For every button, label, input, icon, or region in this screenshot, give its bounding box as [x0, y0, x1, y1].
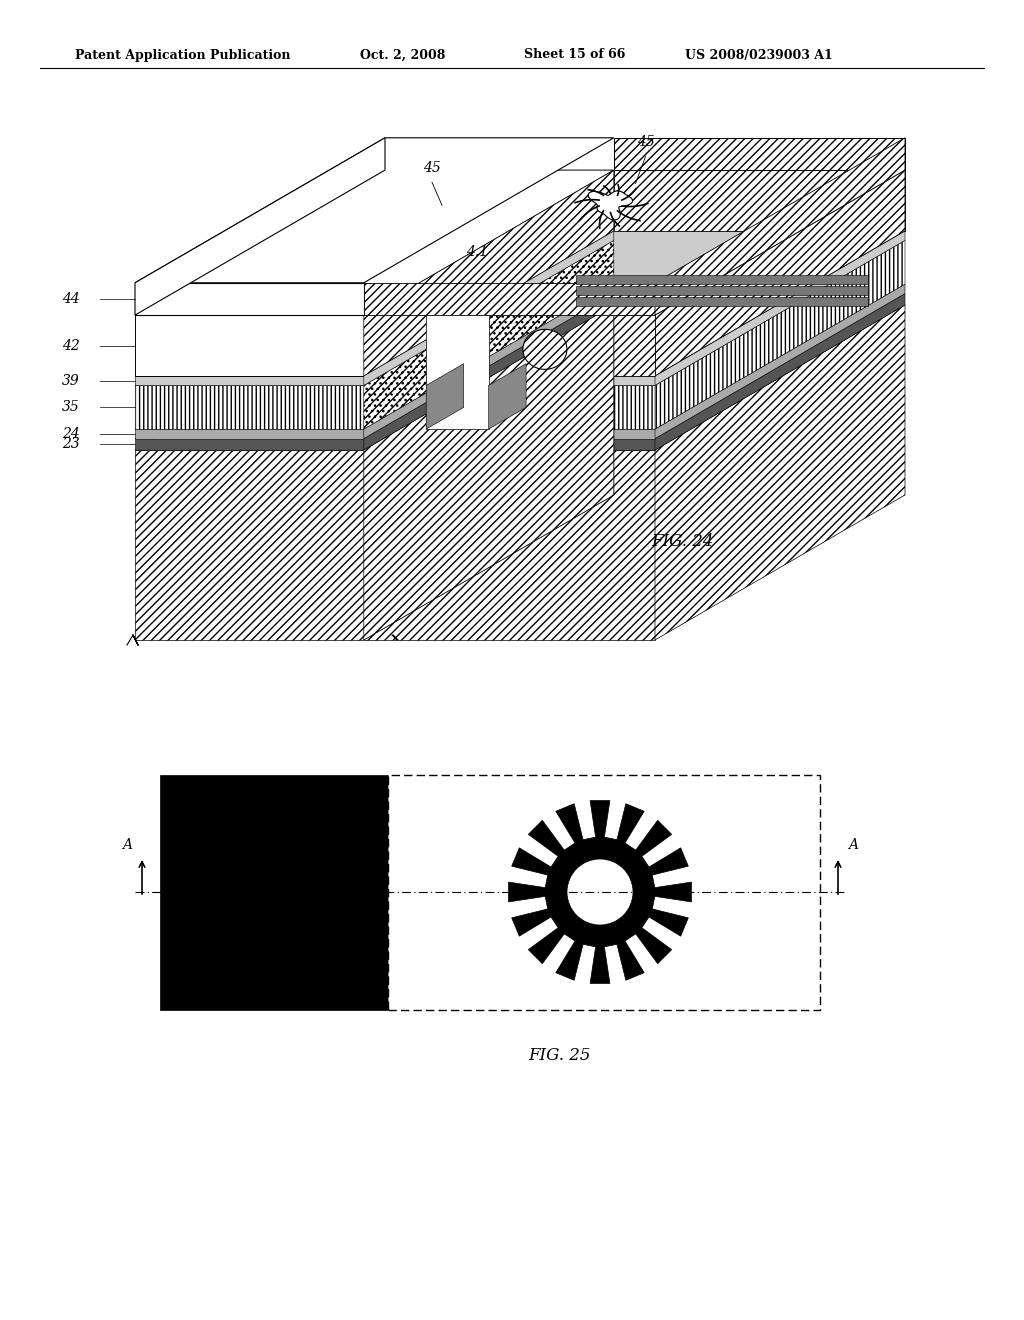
Polygon shape — [135, 137, 613, 282]
Polygon shape — [364, 170, 613, 376]
Text: 24: 24 — [62, 426, 80, 441]
Polygon shape — [135, 429, 655, 438]
Polygon shape — [135, 282, 364, 315]
Polygon shape — [364, 240, 613, 429]
Polygon shape — [655, 293, 905, 450]
Text: Oct. 2, 2008: Oct. 2, 2008 — [360, 49, 445, 62]
Polygon shape — [613, 170, 905, 231]
Polygon shape — [523, 330, 567, 370]
Text: 4.1: 4.1 — [466, 246, 488, 259]
Polygon shape — [488, 363, 526, 429]
Polygon shape — [135, 376, 655, 385]
Polygon shape — [364, 231, 613, 385]
Text: 39: 39 — [62, 374, 80, 388]
Polygon shape — [577, 297, 867, 306]
Text: Sheet 15 of 66: Sheet 15 of 66 — [524, 49, 626, 62]
Text: A: A — [848, 838, 858, 851]
Polygon shape — [135, 170, 613, 315]
Polygon shape — [426, 315, 488, 429]
Text: 44: 44 — [62, 292, 80, 306]
Polygon shape — [135, 284, 905, 429]
Bar — [388, 775, 820, 1010]
Polygon shape — [364, 293, 613, 450]
Polygon shape — [509, 800, 691, 983]
Polygon shape — [655, 137, 905, 315]
Polygon shape — [135, 438, 655, 450]
Polygon shape — [135, 137, 385, 315]
Text: US 2008/0239003 A1: US 2008/0239003 A1 — [685, 49, 833, 62]
Polygon shape — [426, 363, 464, 429]
Polygon shape — [655, 170, 905, 376]
Polygon shape — [135, 315, 364, 376]
Polygon shape — [364, 305, 613, 640]
Polygon shape — [135, 293, 905, 438]
Bar — [160, 775, 388, 1010]
Text: 35: 35 — [62, 400, 80, 414]
Text: 23: 23 — [62, 437, 80, 451]
Polygon shape — [135, 305, 905, 450]
Polygon shape — [135, 450, 655, 640]
Ellipse shape — [567, 859, 633, 925]
Text: FIG. 25: FIG. 25 — [528, 1047, 591, 1064]
Polygon shape — [135, 240, 905, 385]
Polygon shape — [577, 286, 867, 294]
Polygon shape — [613, 137, 905, 170]
Polygon shape — [135, 385, 655, 429]
Polygon shape — [364, 305, 613, 640]
Polygon shape — [588, 191, 633, 220]
Polygon shape — [577, 276, 867, 284]
Polygon shape — [655, 240, 905, 429]
Text: 45: 45 — [637, 135, 654, 149]
Polygon shape — [655, 305, 905, 640]
Polygon shape — [364, 315, 655, 376]
Polygon shape — [364, 282, 655, 315]
Text: 42: 42 — [62, 338, 80, 352]
Polygon shape — [364, 284, 613, 438]
Text: A: A — [122, 838, 132, 851]
Text: 45: 45 — [423, 161, 441, 176]
Text: Patent Application Publication: Patent Application Publication — [75, 49, 291, 62]
Polygon shape — [655, 231, 905, 385]
Polygon shape — [135, 231, 905, 376]
Text: FIG. 24: FIG. 24 — [651, 532, 714, 549]
Polygon shape — [655, 284, 905, 438]
